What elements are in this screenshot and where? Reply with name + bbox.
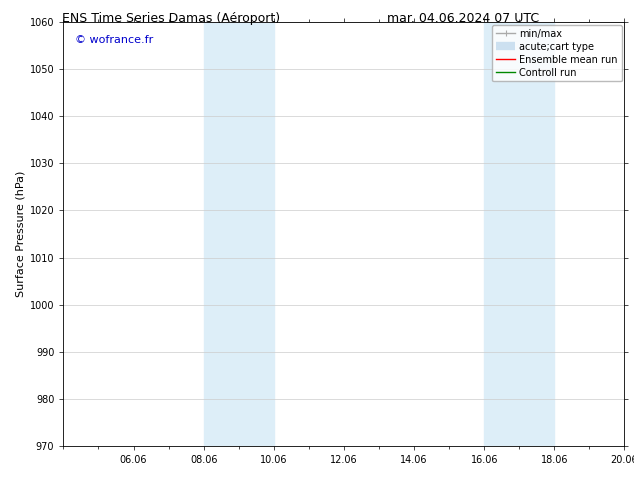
- Text: mar. 04.06.2024 07 UTC: mar. 04.06.2024 07 UTC: [387, 12, 539, 25]
- Legend: min/max, acute;cart type, Ensemble mean run, Controll run: min/max, acute;cart type, Ensemble mean …: [492, 25, 621, 81]
- Text: ENS Time Series Damas (Aéroport): ENS Time Series Damas (Aéroport): [62, 12, 280, 25]
- Y-axis label: Surface Pressure (hPa): Surface Pressure (hPa): [16, 171, 25, 297]
- Bar: [204, 22, 274, 446]
- Bar: [484, 22, 554, 446]
- Text: © wofrance.fr: © wofrance.fr: [75, 35, 153, 45]
